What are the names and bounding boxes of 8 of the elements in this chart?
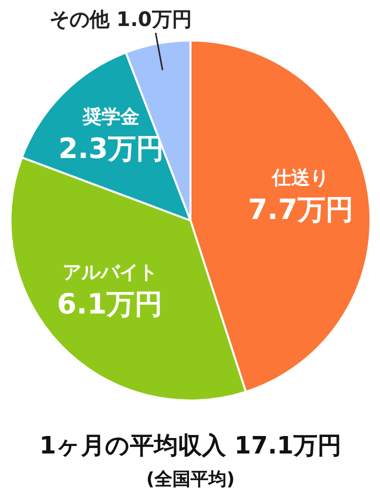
text: (全国平均) xyxy=(146,469,235,490)
data-label: 6.1万円 xyxy=(56,288,163,321)
data-label: 7.7万円 xyxy=(248,193,354,226)
text: 1ヶ月の平均収入 17.1万円 xyxy=(39,432,342,460)
slice-label: 仕送り xyxy=(271,167,330,190)
slice-label: アルバイト xyxy=(62,262,158,284)
slice-label: 奨学金 xyxy=(82,106,140,128)
slice-label: その他 1.0万円 xyxy=(49,6,192,31)
